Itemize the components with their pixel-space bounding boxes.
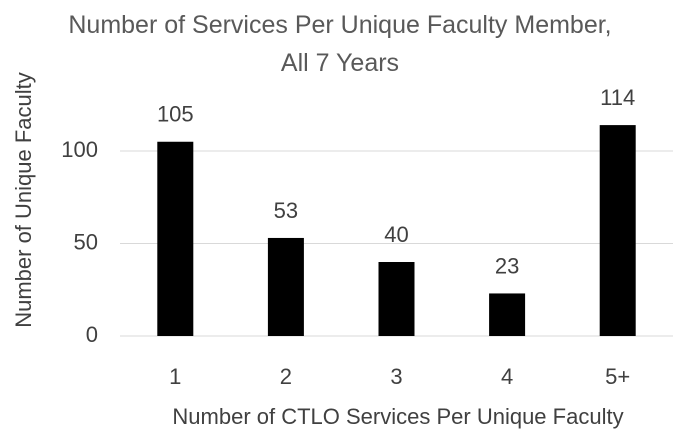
x-tick-label: 3: [390, 364, 402, 389]
data-label: 105: [157, 102, 194, 127]
x-tick-label: 1: [169, 364, 181, 389]
x-tick-label: 2: [280, 364, 292, 389]
y-tick-label: 50: [74, 229, 98, 254]
y-axis-label: Number of Unique Faculty: [11, 72, 36, 328]
data-label: 114: [600, 85, 635, 110]
y-tick-label: 100: [61, 137, 98, 162]
bar: [267, 237, 304, 336]
bar: [378, 262, 415, 336]
bar: [489, 293, 526, 336]
x-axis-label: Number of CTLO Services Per Unique Facul…: [172, 404, 623, 429]
chart-title: Number of Services Per Unique Faculty Me…: [68, 11, 612, 77]
x-tick-label: 5+: [605, 364, 630, 389]
y-tick-label: 0: [86, 322, 98, 347]
data-label: 40: [384, 222, 408, 247]
bar: [599, 125, 636, 336]
x-tick-label: 4: [501, 364, 513, 389]
data-label: 23: [495, 253, 519, 278]
bar: [157, 141, 194, 336]
data-label: 53: [274, 198, 298, 223]
